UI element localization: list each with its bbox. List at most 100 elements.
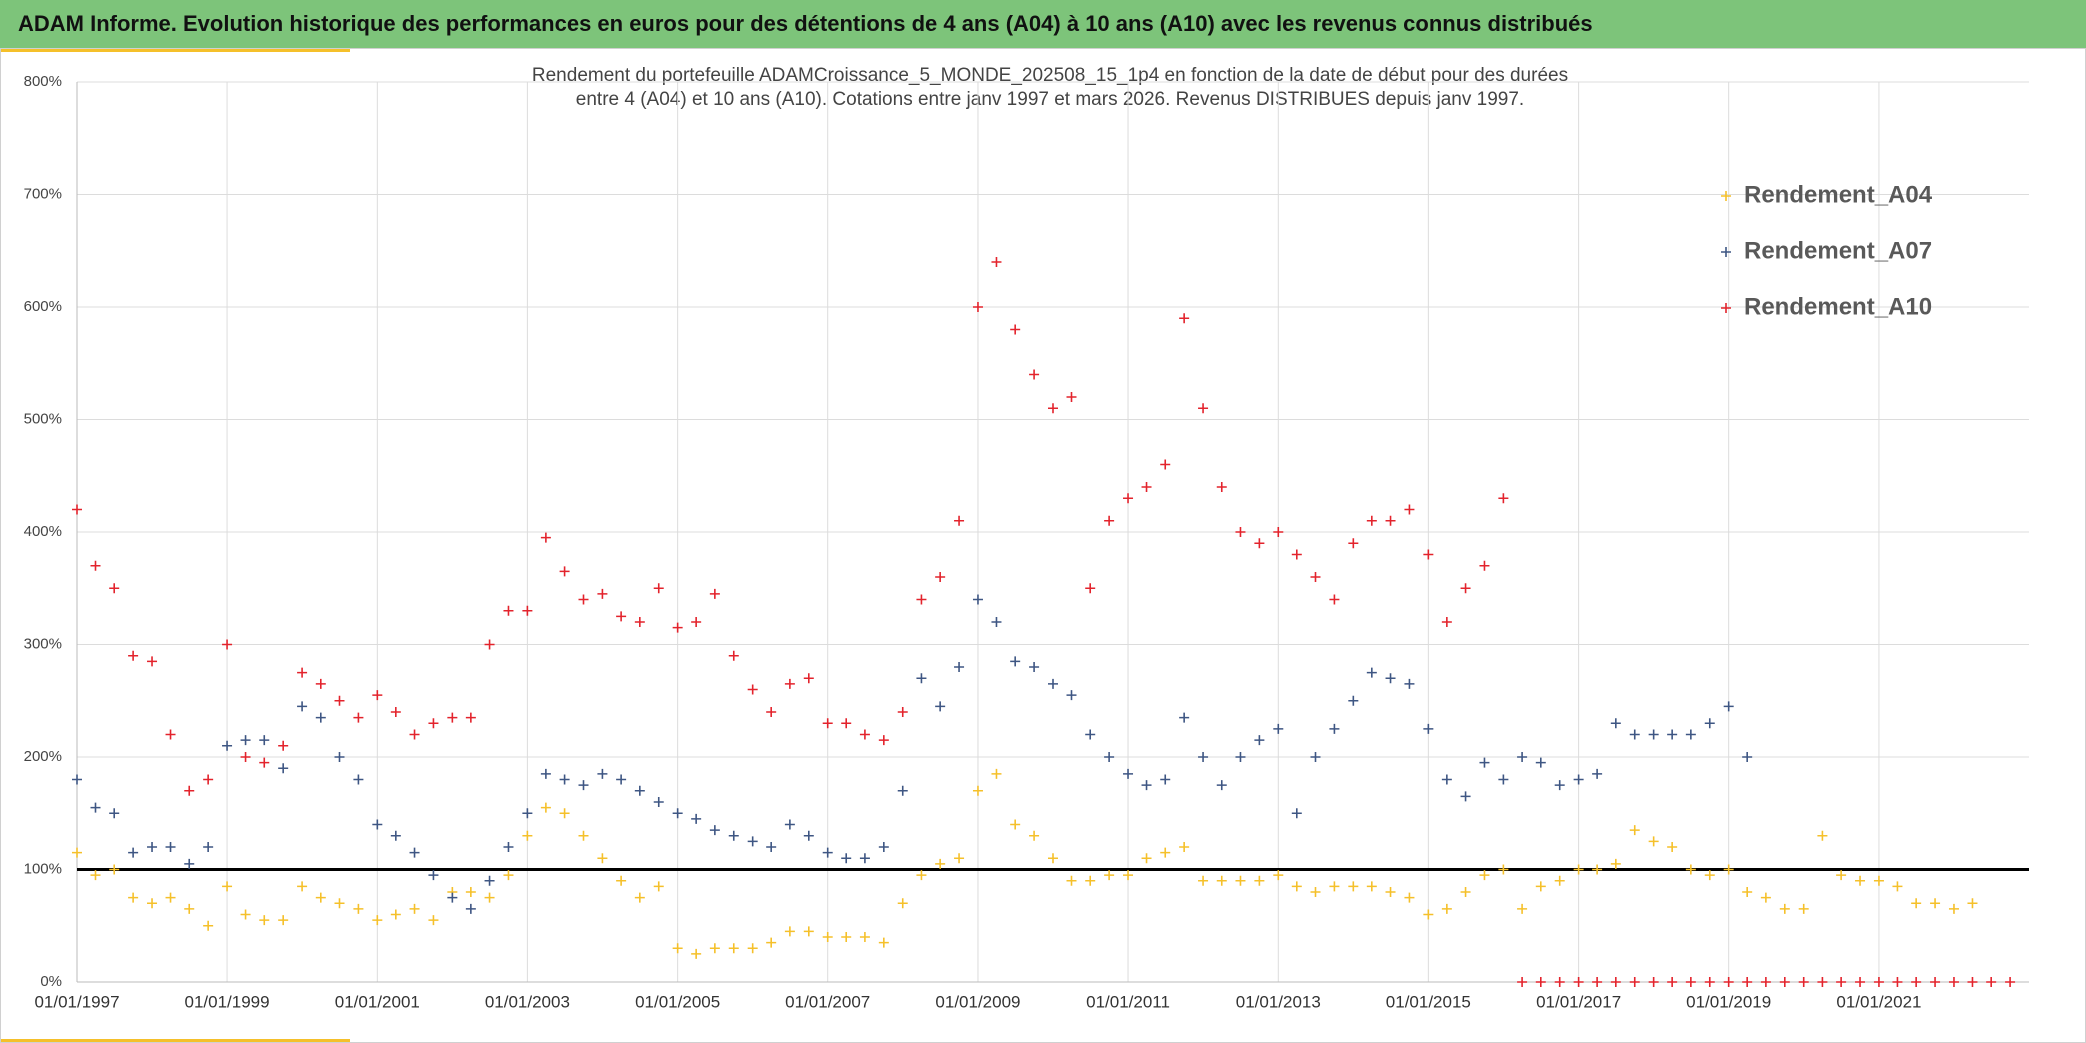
- marker: [90, 802, 101, 813]
- marker: [1235, 875, 1246, 886]
- marker: [1404, 892, 1415, 903]
- marker: [147, 898, 158, 909]
- marker: [1948, 977, 1959, 987]
- marker: [728, 650, 739, 661]
- marker: [128, 847, 139, 858]
- marker: [766, 707, 777, 717]
- marker: [634, 892, 645, 903]
- marker: [1179, 313, 1190, 324]
- marker: [1760, 977, 1771, 987]
- marker: [653, 881, 664, 892]
- marker: [1573, 864, 1584, 875]
- marker: [1573, 774, 1584, 785]
- marker: [1348, 538, 1359, 549]
- marker: [128, 892, 139, 903]
- marker: [540, 802, 551, 813]
- marker: [1366, 667, 1377, 678]
- marker: [1685, 977, 1696, 987]
- marker: [184, 785, 195, 796]
- marker: [428, 915, 439, 926]
- marker: [1141, 853, 1152, 864]
- marker: [1855, 977, 1866, 987]
- marker: [1855, 875, 1866, 886]
- marker: [1235, 527, 1246, 537]
- marker: [709, 943, 720, 954]
- marker: [1517, 752, 1528, 762]
- legend-marker: [1721, 247, 1731, 257]
- marker: [428, 870, 439, 881]
- marker: [1592, 977, 1603, 987]
- x-tick-label: 01/01/2013: [1236, 992, 1321, 1011]
- y-tick-label: 400%: [24, 523, 62, 540]
- marker: [1967, 977, 1978, 987]
- marker: [709, 825, 720, 836]
- marker: [935, 572, 946, 582]
- marker: [859, 932, 870, 942]
- marker: [672, 943, 683, 954]
- x-tick-label: 01/01/2021: [1836, 992, 1921, 1011]
- marker: [278, 740, 289, 751]
- marker: [372, 690, 383, 701]
- marker: [916, 870, 927, 881]
- marker: [1610, 977, 1621, 987]
- marker: [353, 774, 364, 785]
- marker: [578, 830, 589, 841]
- marker: [1104, 752, 1115, 762]
- marker: [1310, 887, 1321, 897]
- marker: [1029, 830, 1040, 841]
- marker: [1460, 583, 1471, 594]
- marker: [1441, 903, 1452, 914]
- marker: [972, 302, 983, 312]
- marker: [484, 875, 495, 886]
- marker: [315, 712, 326, 723]
- marker: [1948, 903, 1959, 914]
- marker: [1010, 819, 1021, 830]
- marker: [447, 712, 458, 723]
- marker: [390, 830, 401, 841]
- marker: [1291, 808, 1302, 819]
- marker: [109, 583, 120, 594]
- marker: [991, 768, 1002, 779]
- marker: [522, 808, 533, 819]
- marker: [747, 836, 758, 847]
- marker: [1629, 729, 1640, 740]
- marker: [1123, 493, 1134, 504]
- x-tick-label: 01/01/2001: [335, 992, 420, 1011]
- marker: [222, 740, 233, 751]
- marker: [1479, 870, 1490, 881]
- chart-title: ADAM Informe. Evolution historique des p…: [18, 11, 1593, 36]
- marker: [935, 701, 946, 712]
- marker: [878, 735, 889, 746]
- marker: [184, 903, 195, 914]
- marker: [297, 881, 308, 892]
- marker: [259, 915, 270, 926]
- y-tick-label: 100%: [24, 860, 62, 877]
- marker: [1141, 482, 1152, 492]
- marker: [822, 718, 833, 729]
- marker: [1779, 903, 1790, 914]
- marker: [859, 729, 870, 740]
- marker: [353, 712, 364, 723]
- marker: [90, 560, 101, 571]
- marker: [1123, 870, 1134, 881]
- marker: [484, 639, 495, 650]
- marker: [1498, 493, 1509, 504]
- marker: [1723, 701, 1734, 712]
- marker: [1986, 977, 1997, 987]
- marker: [1760, 892, 1771, 903]
- marker: [1779, 977, 1790, 987]
- marker: [1048, 853, 1058, 864]
- marker: [766, 842, 777, 852]
- marker: [1535, 757, 1546, 768]
- marker: [540, 532, 551, 543]
- marker: [1366, 881, 1377, 892]
- marker: [1441, 617, 1452, 627]
- marker: [390, 909, 401, 920]
- y-tick-label: 200%: [24, 748, 62, 765]
- marker: [1291, 881, 1302, 892]
- marker: [1348, 695, 1359, 706]
- marker: [1460, 791, 1471, 802]
- marker: [616, 611, 627, 622]
- marker: [1029, 662, 1040, 672]
